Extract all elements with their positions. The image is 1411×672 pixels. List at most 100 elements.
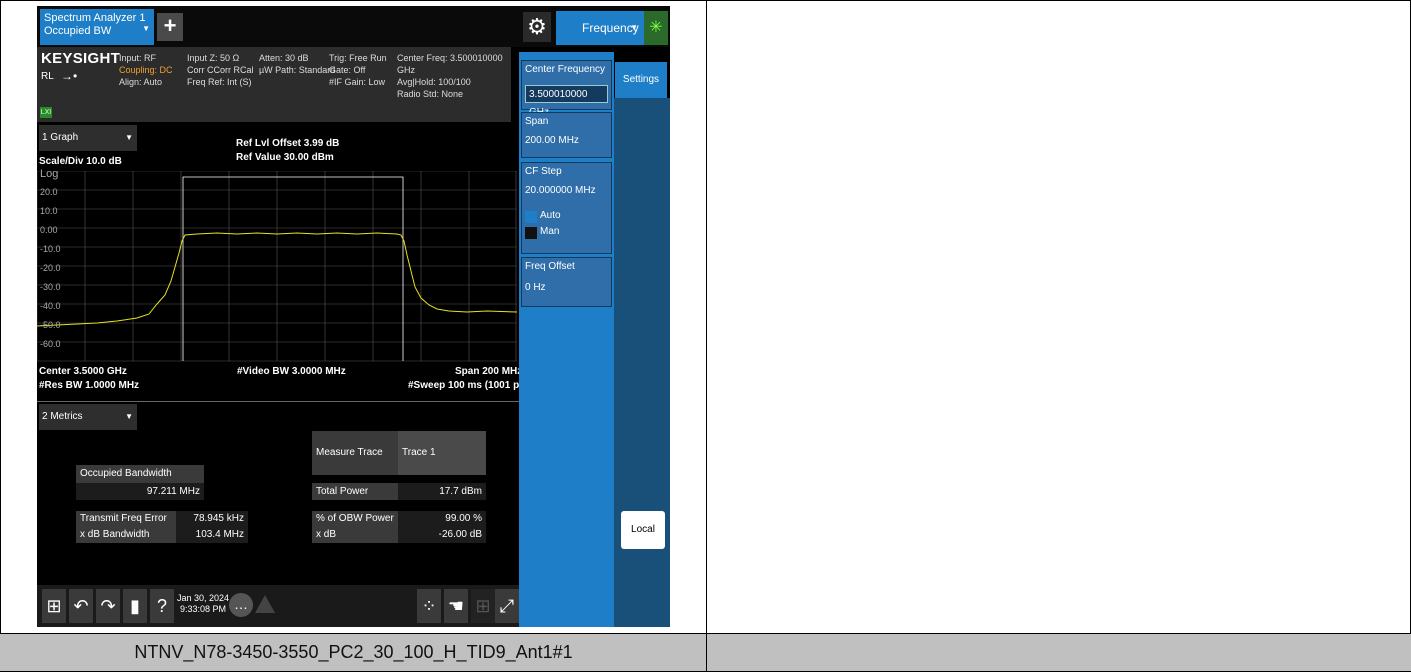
video-bw-label: #Video BW 3.0000 MHz (237, 366, 346, 377)
tab-subtitle: Occupied BW (44, 25, 112, 37)
info-input: Input: RF (119, 53, 157, 63)
redo-icon[interactable]: ↷ (96, 589, 120, 623)
scale-div: Scale/Div 10.0 dB (39, 156, 122, 167)
help-icon[interactable]: ? (150, 589, 174, 623)
graph-divider (37, 401, 519, 402)
info-col-trig: Trig: Free Run Gate: Off #IF Gain: Low (329, 52, 387, 88)
local-button[interactable]: Local (621, 511, 665, 549)
y-tick-m30: -30.0 (40, 282, 61, 292)
messages-icon[interactable]: … (229, 593, 253, 617)
warning-icon[interactable] (255, 595, 275, 613)
freq-offset-label: Freq Offset (525, 261, 575, 272)
res-bw-label: #Res BW 1.0000 MHz (39, 380, 140, 391)
ref-level-offset: Ref Lvl Offset 3.99 dB (236, 138, 340, 149)
info-atten: Atten: 30 dB (259, 53, 309, 63)
metrics-layout-label: 2 Metrics (42, 411, 83, 422)
caption-text: NTNV_N78-3450-3550_PC2_30_100_H_TID9_Ant… (134, 642, 573, 662)
lxi-badge: LXI (40, 107, 52, 118)
center-frequency-label: Center Frequency (525, 64, 606, 75)
freq-offset-control[interactable]: Freq Offset 0 Hz (521, 257, 612, 307)
touch-icon[interactable]: ☚ (444, 589, 468, 623)
y-tick-20: 20.0 (40, 187, 58, 197)
frequency-menu-label: Frequency (582, 21, 639, 35)
man-label: Man (540, 226, 560, 237)
graph-layout-label: 1 Graph (42, 132, 79, 143)
info-coupling: Coupling: DC (119, 65, 173, 75)
xdb-value: -26.00 dB (398, 527, 486, 543)
spectrum-plot[interactable]: 20.0 10.0 0.00 -10.0 -20.0 -30.0 -40.0 -… (37, 171, 517, 366)
span-label: Span 200 MHz (455, 366, 523, 377)
spectrum-trace (37, 232, 517, 327)
y-tick-0: 0.00 (40, 225, 58, 235)
graph-layout-select[interactable]: 1 Graph ▼ (39, 125, 137, 151)
time-text: 9:33:08 PM (180, 604, 227, 614)
ref-value: Ref Value 30.00 dBm (236, 152, 334, 163)
add-tab-button[interactable]: + (157, 13, 183, 41)
chevron-down-icon: ▼ (630, 23, 638, 32)
info-col-center: Center Freq: 3.500010000 GHz Avg|Hold: 1… (397, 52, 511, 100)
info-center-freq: Center Freq: 3.500010000 GHz (397, 53, 503, 75)
gear-icon[interactable]: ⚙ (523, 12, 551, 42)
cf-step-value: 20.000000 MHz (525, 185, 596, 196)
obw-pct-label: % of OBW Power (312, 511, 398, 527)
tab-spectrum-analyzer[interactable]: Spectrum Analyzer 1 Occupied BW ▼ (40, 9, 154, 45)
info-freq-ref: Freq Ref: Int (S) (187, 77, 252, 87)
info-col-atten: Atten: 30 dB µW Path: Standard (259, 52, 335, 76)
auto-radio[interactable] (525, 211, 537, 223)
auto-label: Auto (540, 210, 561, 221)
y-tick-m10: -10.0 (40, 244, 61, 254)
table-mid-border (706, 0, 707, 672)
y-tick-m60: -60.0 (40, 339, 61, 349)
file-icon[interactable]: ▮ (123, 589, 147, 623)
chevron-down-icon: ▼ (142, 24, 150, 33)
datetime: Jan 30, 2024 9:33:08 PM (177, 593, 229, 615)
total-power-label: Total Power (312, 483, 398, 500)
grid-icon[interactable]: ⊞ (471, 589, 495, 623)
tfe-label: Transmit Freq Error (76, 511, 176, 527)
chevron-down-icon: ▼ (125, 133, 133, 142)
busy-indicator-icon[interactable]: ✳ (644, 11, 668, 45)
tab-title: Spectrum Analyzer 1 (44, 12, 146, 24)
metrics-layout-select[interactable]: 2 Metrics ▼ (39, 404, 137, 430)
settings-info-bar[interactable]: KEYSIGHT RL →• LXI Input: RF Coupling: D… (37, 47, 511, 122)
info-radio-std: Radio Std: None (397, 89, 464, 99)
xdb-bw-label: x dB Bandwidth (76, 527, 176, 543)
span-control[interactable]: Span 200.00 MHz (521, 112, 612, 158)
table-top-border (0, 0, 1411, 1)
cf-step-label: CF Step (525, 166, 562, 177)
y-tick-m40: -40.0 (40, 301, 61, 311)
measure-trace-value[interactable]: Trace 1 (398, 431, 486, 475)
obw-markers (182, 176, 404, 361)
y-tick-m20: -20.0 (40, 263, 61, 273)
undo-icon[interactable]: ↶ (69, 589, 93, 623)
y-tick-m50: -50.0 (40, 320, 61, 330)
rl-indicator: RL (41, 71, 54, 82)
fullscreen-icon[interactable]: ⤢ (495, 589, 519, 623)
caption-mid-divider (706, 633, 707, 672)
analyzer-screen: Spectrum Analyzer 1 Occupied BW ▼ + ⚙ Fr… (37, 6, 670, 627)
total-power-value: 17.7 dBm (398, 483, 486, 500)
date-text: Jan 30, 2024 (177, 593, 230, 603)
cf-step-control[interactable]: CF Step 20.000000 MHz Auto Man (521, 162, 612, 254)
tab-bar: Spectrum Analyzer 1 Occupied BW ▼ + ⚙ Fr… (37, 6, 670, 47)
windows-icon[interactable]: ⊞ (42, 589, 66, 623)
sweep-label: #Sweep 100 ms (1001 pts) (408, 380, 532, 391)
input-arrow-icon: →• (61, 69, 78, 83)
frequency-panel: Center Frequency 3.500010000 GHz Span 20… (519, 52, 614, 627)
info-corr: Corr CCorr RCal (187, 65, 254, 75)
frequency-menu-button[interactable]: Frequency ▼ (556, 11, 644, 45)
info-trig: Trig: Free Run (329, 53, 387, 63)
info-align: Align: Auto (119, 77, 163, 87)
man-radio[interactable] (525, 227, 537, 239)
settings-tab[interactable]: Settings (615, 62, 667, 98)
obw-label: Occupied Bandwidth (76, 465, 204, 483)
info-col-input: Input: RF Coupling: DC Align: Auto (119, 52, 173, 88)
xdb-bw-value: 103.4 MHz (176, 527, 248, 543)
keypad-icon[interactable]: ⁘ (417, 589, 441, 623)
center-frequency-input[interactable]: 3.500010000 GHz (525, 85, 608, 118)
center-frequency-control[interactable]: Center Frequency 3.500010000 GHz (521, 60, 612, 118)
center-freq-label: Center 3.5000 GHz (39, 366, 127, 377)
obw-pct-value: 99.00 % (398, 511, 486, 527)
spectrum-trace-svg (37, 171, 517, 362)
span-value: 200.00 MHz (525, 135, 579, 146)
